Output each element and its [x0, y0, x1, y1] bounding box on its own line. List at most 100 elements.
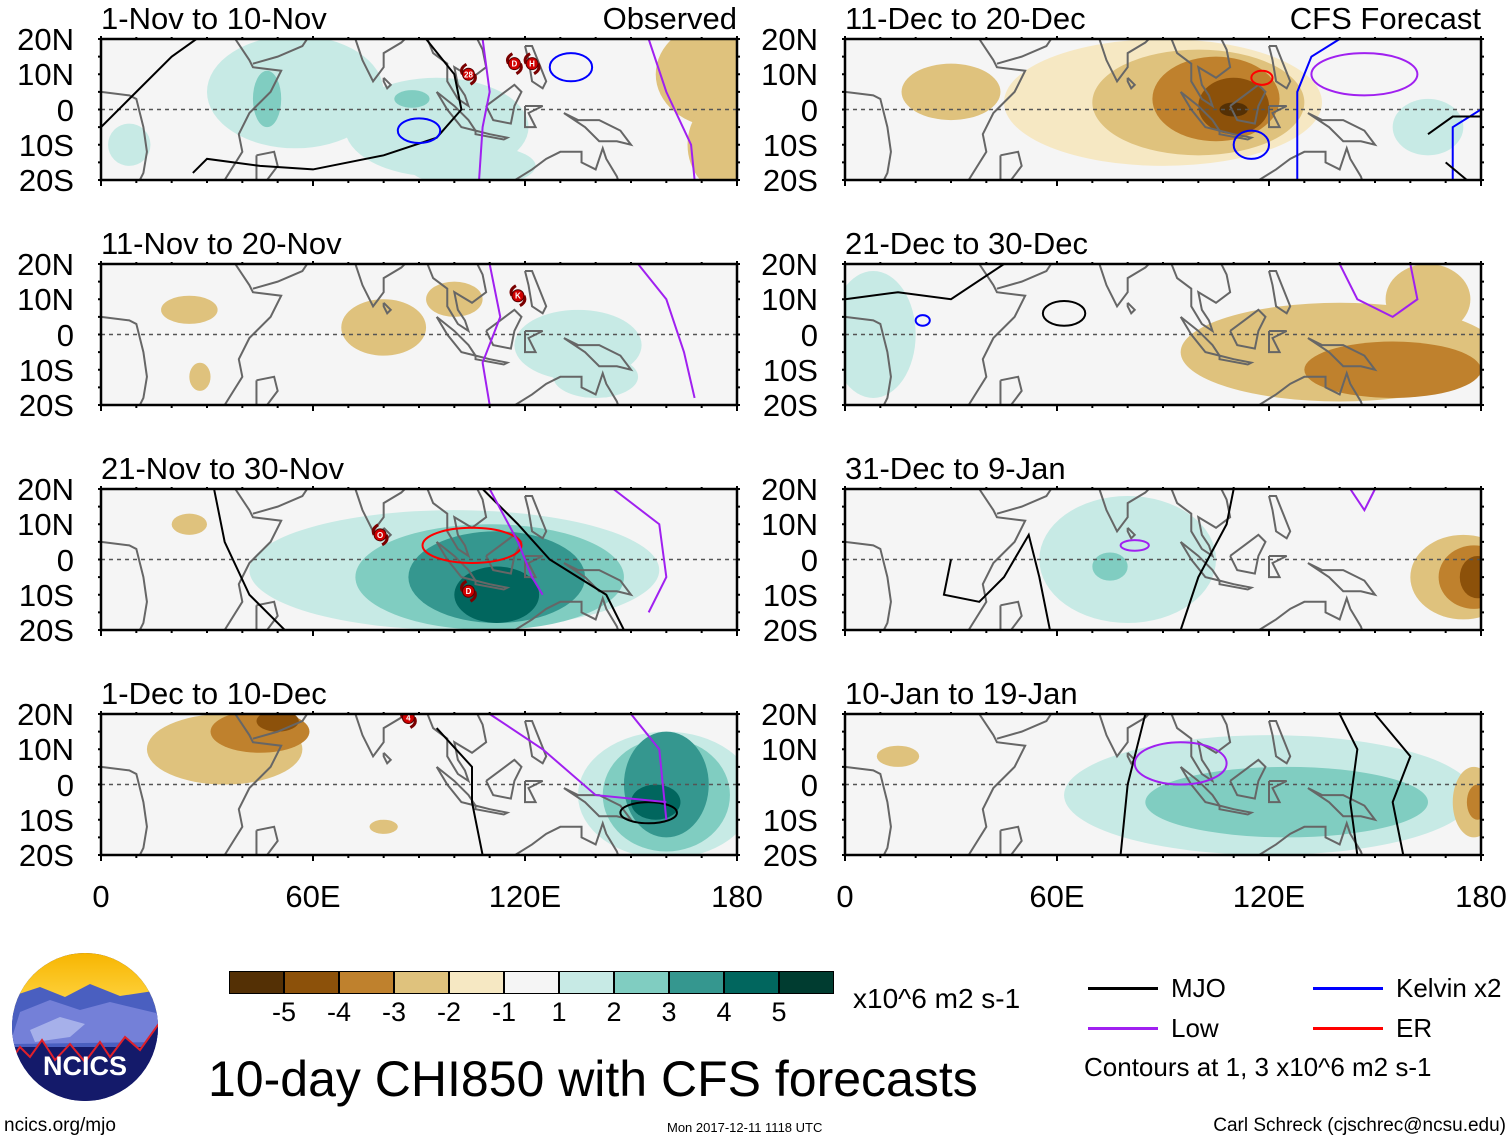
coastline [524, 779, 544, 804]
mjo-contour [942, 532, 1051, 630]
coastline [1229, 758, 1267, 800]
coastline [524, 270, 548, 315]
anomaly-shading [189, 362, 211, 391]
coastline [255, 375, 279, 405]
storm-label: H [529, 60, 535, 69]
kelvin-contour [548, 52, 594, 83]
low-contour [1338, 264, 1419, 319]
coastline [474, 804, 511, 816]
coastline [1229, 83, 1267, 125]
logo-text: NCICS [43, 1051, 127, 1081]
coastline [513, 370, 620, 405]
lat-label: 10N [761, 507, 818, 543]
lon-label: 120E [1232, 879, 1306, 914]
mjo-contour [192, 39, 463, 174]
coastline [1257, 820, 1364, 855]
colorbar-swatch [394, 971, 449, 994]
anomaly-shading [108, 123, 151, 166]
colorbar-swatch [559, 971, 614, 994]
anomaly-shading [876, 745, 920, 767]
lat-label: 20N [17, 247, 74, 282]
coastline [1268, 329, 1288, 354]
lat-label: 0 [800, 767, 818, 803]
panel-title: 1-Dec to 10-Dec [101, 676, 327, 711]
lon-label: 180 [1455, 879, 1507, 914]
map-panel: K [98, 261, 740, 411]
colorbar-swatch [229, 971, 284, 994]
anomaly-shading [161, 295, 218, 324]
legend-label: ER [1396, 1013, 1433, 1043]
lat-label: 10S [18, 352, 74, 388]
mjo-contour [1179, 489, 1235, 630]
storm-label: K [515, 292, 521, 301]
coastline [967, 714, 1027, 855]
coastline [1218, 804, 1255, 816]
lat-label: 20S [18, 163, 74, 198]
storm-marker: H [523, 52, 541, 75]
lat-label: 10S [18, 127, 74, 163]
colorbar-tick-label: 1 [551, 997, 567, 1027]
coastline [1170, 39, 1232, 109]
coastline [1257, 370, 1364, 405]
coastline [101, 765, 148, 855]
lat-label: 20N [17, 22, 74, 57]
lat-label: 0 [800, 542, 818, 578]
coastline [1307, 112, 1378, 147]
coastline [513, 145, 620, 180]
lat-label: 10N [761, 282, 818, 318]
lat-label: 20S [18, 838, 74, 873]
coastline [524, 554, 544, 579]
low-contour [1310, 52, 1419, 97]
coastline [524, 104, 544, 129]
coastline [563, 562, 634, 597]
lat-label: 10N [17, 282, 74, 318]
coastline [563, 112, 634, 147]
low-contour [489, 714, 667, 804]
coastline [255, 825, 279, 855]
storm-label: D [466, 587, 472, 596]
anomaly-shading [1392, 98, 1464, 156]
coastline [1257, 145, 1364, 180]
lat-label: 10S [18, 802, 74, 838]
anomaly-shading [1092, 552, 1128, 581]
anomaly-shading [901, 63, 1001, 121]
coastline [967, 264, 1027, 405]
lat-label: 20S [762, 613, 818, 648]
map-panel: 4 [98, 711, 740, 861]
storm-marker: D [506, 52, 523, 75]
coastline [1307, 337, 1378, 372]
lat-label: 20S [762, 838, 818, 873]
storm-marker: K [509, 284, 527, 308]
legend-line-kelvin [1313, 987, 1383, 990]
panel-right-label: CFS Forecast [1289, 1, 1481, 36]
lon-label: 0 [92, 879, 110, 914]
coastline [1126, 77, 1137, 91]
lon-label: 60E [285, 879, 341, 914]
panel-title: 21-Dec to 30-Dec [845, 226, 1088, 261]
lat-label: 0 [800, 317, 818, 353]
coastline [1268, 45, 1292, 90]
coastline [426, 264, 488, 334]
panel-right-label: Observed [602, 1, 737, 36]
coastline [223, 714, 283, 855]
lat-label: 10N [761, 732, 818, 768]
panel-title: 31-Dec to 9-Jan [845, 451, 1066, 486]
storm-label: 4 [406, 714, 411, 723]
coastline [255, 600, 279, 630]
lat-label: 10S [18, 577, 74, 613]
lat-label: 10S [762, 352, 818, 388]
coastline [996, 264, 1053, 290]
coastline [1229, 308, 1267, 350]
coastline [485, 308, 523, 350]
coastline [1257, 595, 1364, 630]
footer-url[interactable]: ncics.org/mjo [4, 1115, 116, 1136]
colorbar-tick-label: -3 [381, 997, 407, 1027]
coastline [223, 39, 283, 180]
coastline [354, 264, 407, 309]
anomaly-shading [1304, 341, 1481, 398]
map-panel [842, 711, 1484, 861]
coastline [996, 489, 1053, 515]
panel-title: 21-Nov to 30-Nov [101, 451, 344, 486]
coastline [426, 489, 488, 559]
mjo-contour [1338, 714, 1359, 855]
